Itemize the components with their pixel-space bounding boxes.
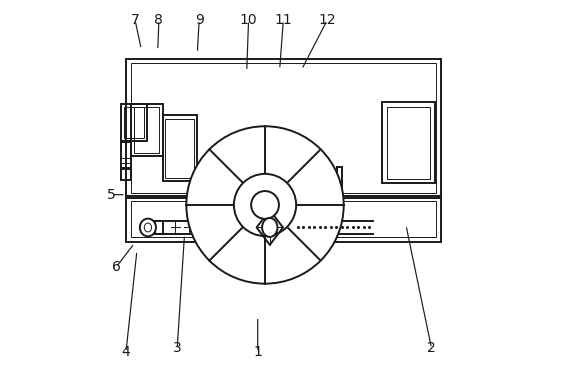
Bar <box>289 221 298 234</box>
Text: 2: 2 <box>427 341 436 355</box>
Bar <box>166 119 194 178</box>
Bar <box>282 221 289 234</box>
Bar <box>121 142 131 169</box>
Ellipse shape <box>234 174 296 236</box>
Bar <box>248 220 257 235</box>
Text: 4: 4 <box>122 345 130 359</box>
Bar <box>163 115 197 181</box>
Text: 3: 3 <box>173 341 181 355</box>
Text: 6: 6 <box>111 260 120 274</box>
Bar <box>124 107 144 138</box>
Text: 5: 5 <box>106 188 115 202</box>
Text: 11: 11 <box>274 13 292 27</box>
Bar <box>387 107 431 179</box>
Bar <box>126 196 441 242</box>
Bar <box>121 168 131 180</box>
Text: 9: 9 <box>195 13 204 27</box>
Ellipse shape <box>186 126 344 284</box>
Bar <box>155 221 163 234</box>
Ellipse shape <box>262 218 278 237</box>
Ellipse shape <box>144 223 151 232</box>
Bar <box>126 59 441 198</box>
Text: 8: 8 <box>154 13 163 27</box>
Text: 10: 10 <box>240 13 257 27</box>
Bar <box>131 104 163 156</box>
Text: 12: 12 <box>319 13 336 27</box>
Bar <box>135 107 159 153</box>
Text: 1: 1 <box>253 345 262 359</box>
Bar <box>382 102 435 183</box>
Ellipse shape <box>251 191 279 219</box>
Bar <box>131 63 436 193</box>
Ellipse shape <box>140 219 156 236</box>
Text: 7: 7 <box>131 13 140 27</box>
Bar <box>131 201 436 237</box>
Bar <box>121 104 147 141</box>
